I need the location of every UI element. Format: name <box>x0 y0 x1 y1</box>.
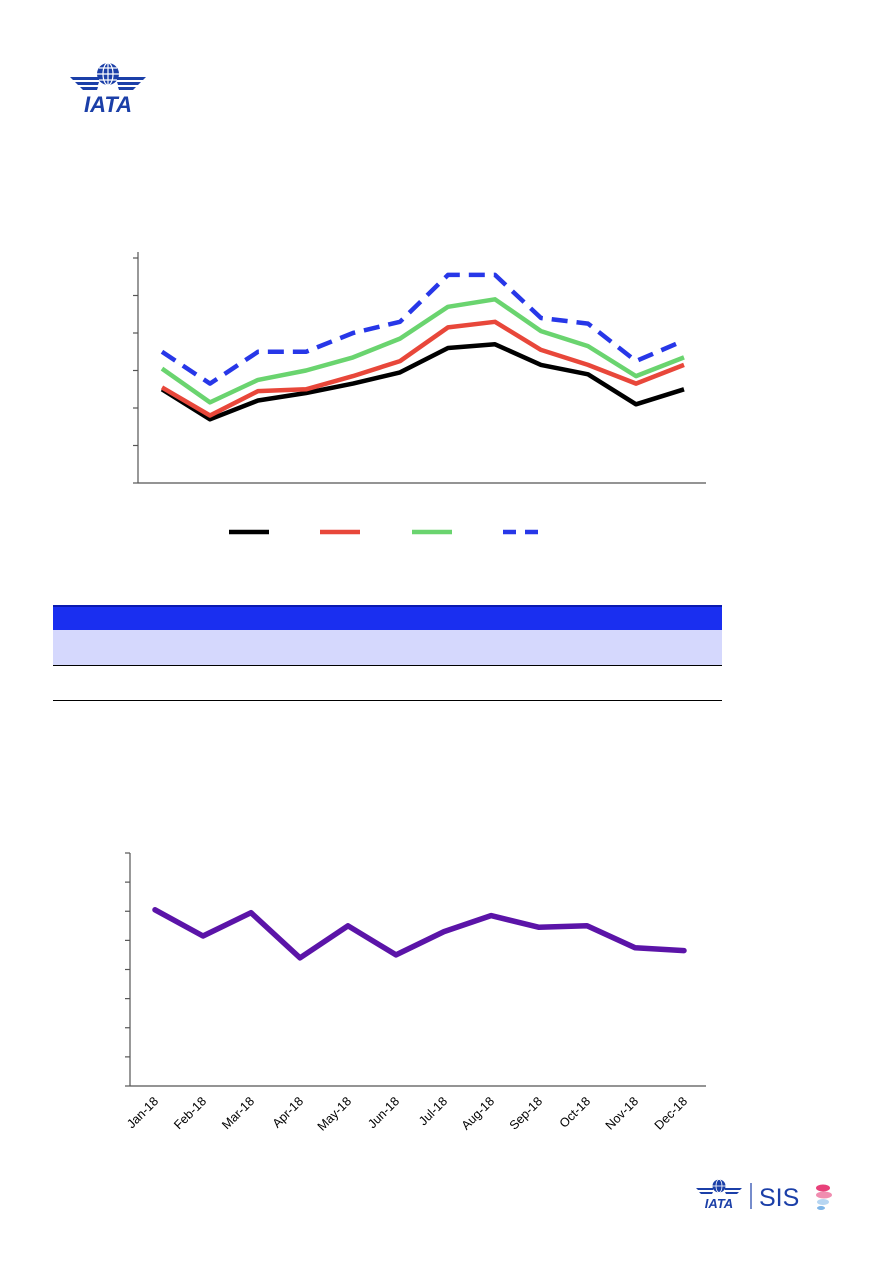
chart1-series-line-1 <box>160 342 685 422</box>
chart2-x-tick-label: Oct-18 <box>557 1094 593 1130</box>
iata-sis-logo: IATA SIS <box>696 1179 832 1212</box>
chart2-x-tick-label: May-18 <box>315 1094 354 1133</box>
chart1-series <box>160 272 685 422</box>
sis-logo-text: SIS <box>759 1184 799 1212</box>
chart2-x-tick-label: Jul-18 <box>416 1094 450 1128</box>
chart2-series <box>152 907 687 961</box>
chart2-x-tick-label: Feb-18 <box>171 1094 209 1132</box>
sis-swirl-icon <box>816 1184 832 1210</box>
data-table <box>53 605 722 701</box>
chart1-series-line-4 <box>160 272 685 386</box>
chart2-x-tick-labels: Jan-18 Feb-18 Mar-18 Apr-18 May-18 Jun-18 Jul-… <box>124 1094 690 1133</box>
chart1-series-line-3 <box>160 297 685 405</box>
iata-logo-text: IATA <box>84 92 132 117</box>
chart2-x-tick-label: Nov-18 <box>603 1094 641 1132</box>
chart2-x-tick-label: Apr-18 <box>270 1094 306 1130</box>
chart2-x-tick-label: Jun-18 <box>365 1094 402 1131</box>
chart2-x-tick-label: Dec-18 <box>652 1094 690 1132</box>
chart2-axes <box>125 852 706 1087</box>
table-header-row <box>53 606 722 630</box>
line-chart-four-series <box>133 252 706 535</box>
chart2-x-tick-label: Mar-18 <box>219 1094 257 1132</box>
chart2-series-line <box>152 907 687 961</box>
table-row <box>53 665 722 700</box>
chart1-series-line-2 <box>160 319 685 418</box>
iata-small-logo-text: IATA <box>705 1196 733 1211</box>
iata-logo: IATA <box>70 62 146 117</box>
table-row <box>53 630 722 665</box>
chart2-x-tick-label: Jan-18 <box>124 1094 161 1131</box>
line-chart-monthly: Jan-18 Feb-18 Mar-18 Apr-18 May-18 Jun-18 Jul-… <box>124 852 706 1134</box>
chart2-x-tick-label: Sep-18 <box>507 1094 545 1132</box>
chart1-axes <box>133 252 706 484</box>
chart2-x-tick-label: Aug-18 <box>459 1094 497 1132</box>
